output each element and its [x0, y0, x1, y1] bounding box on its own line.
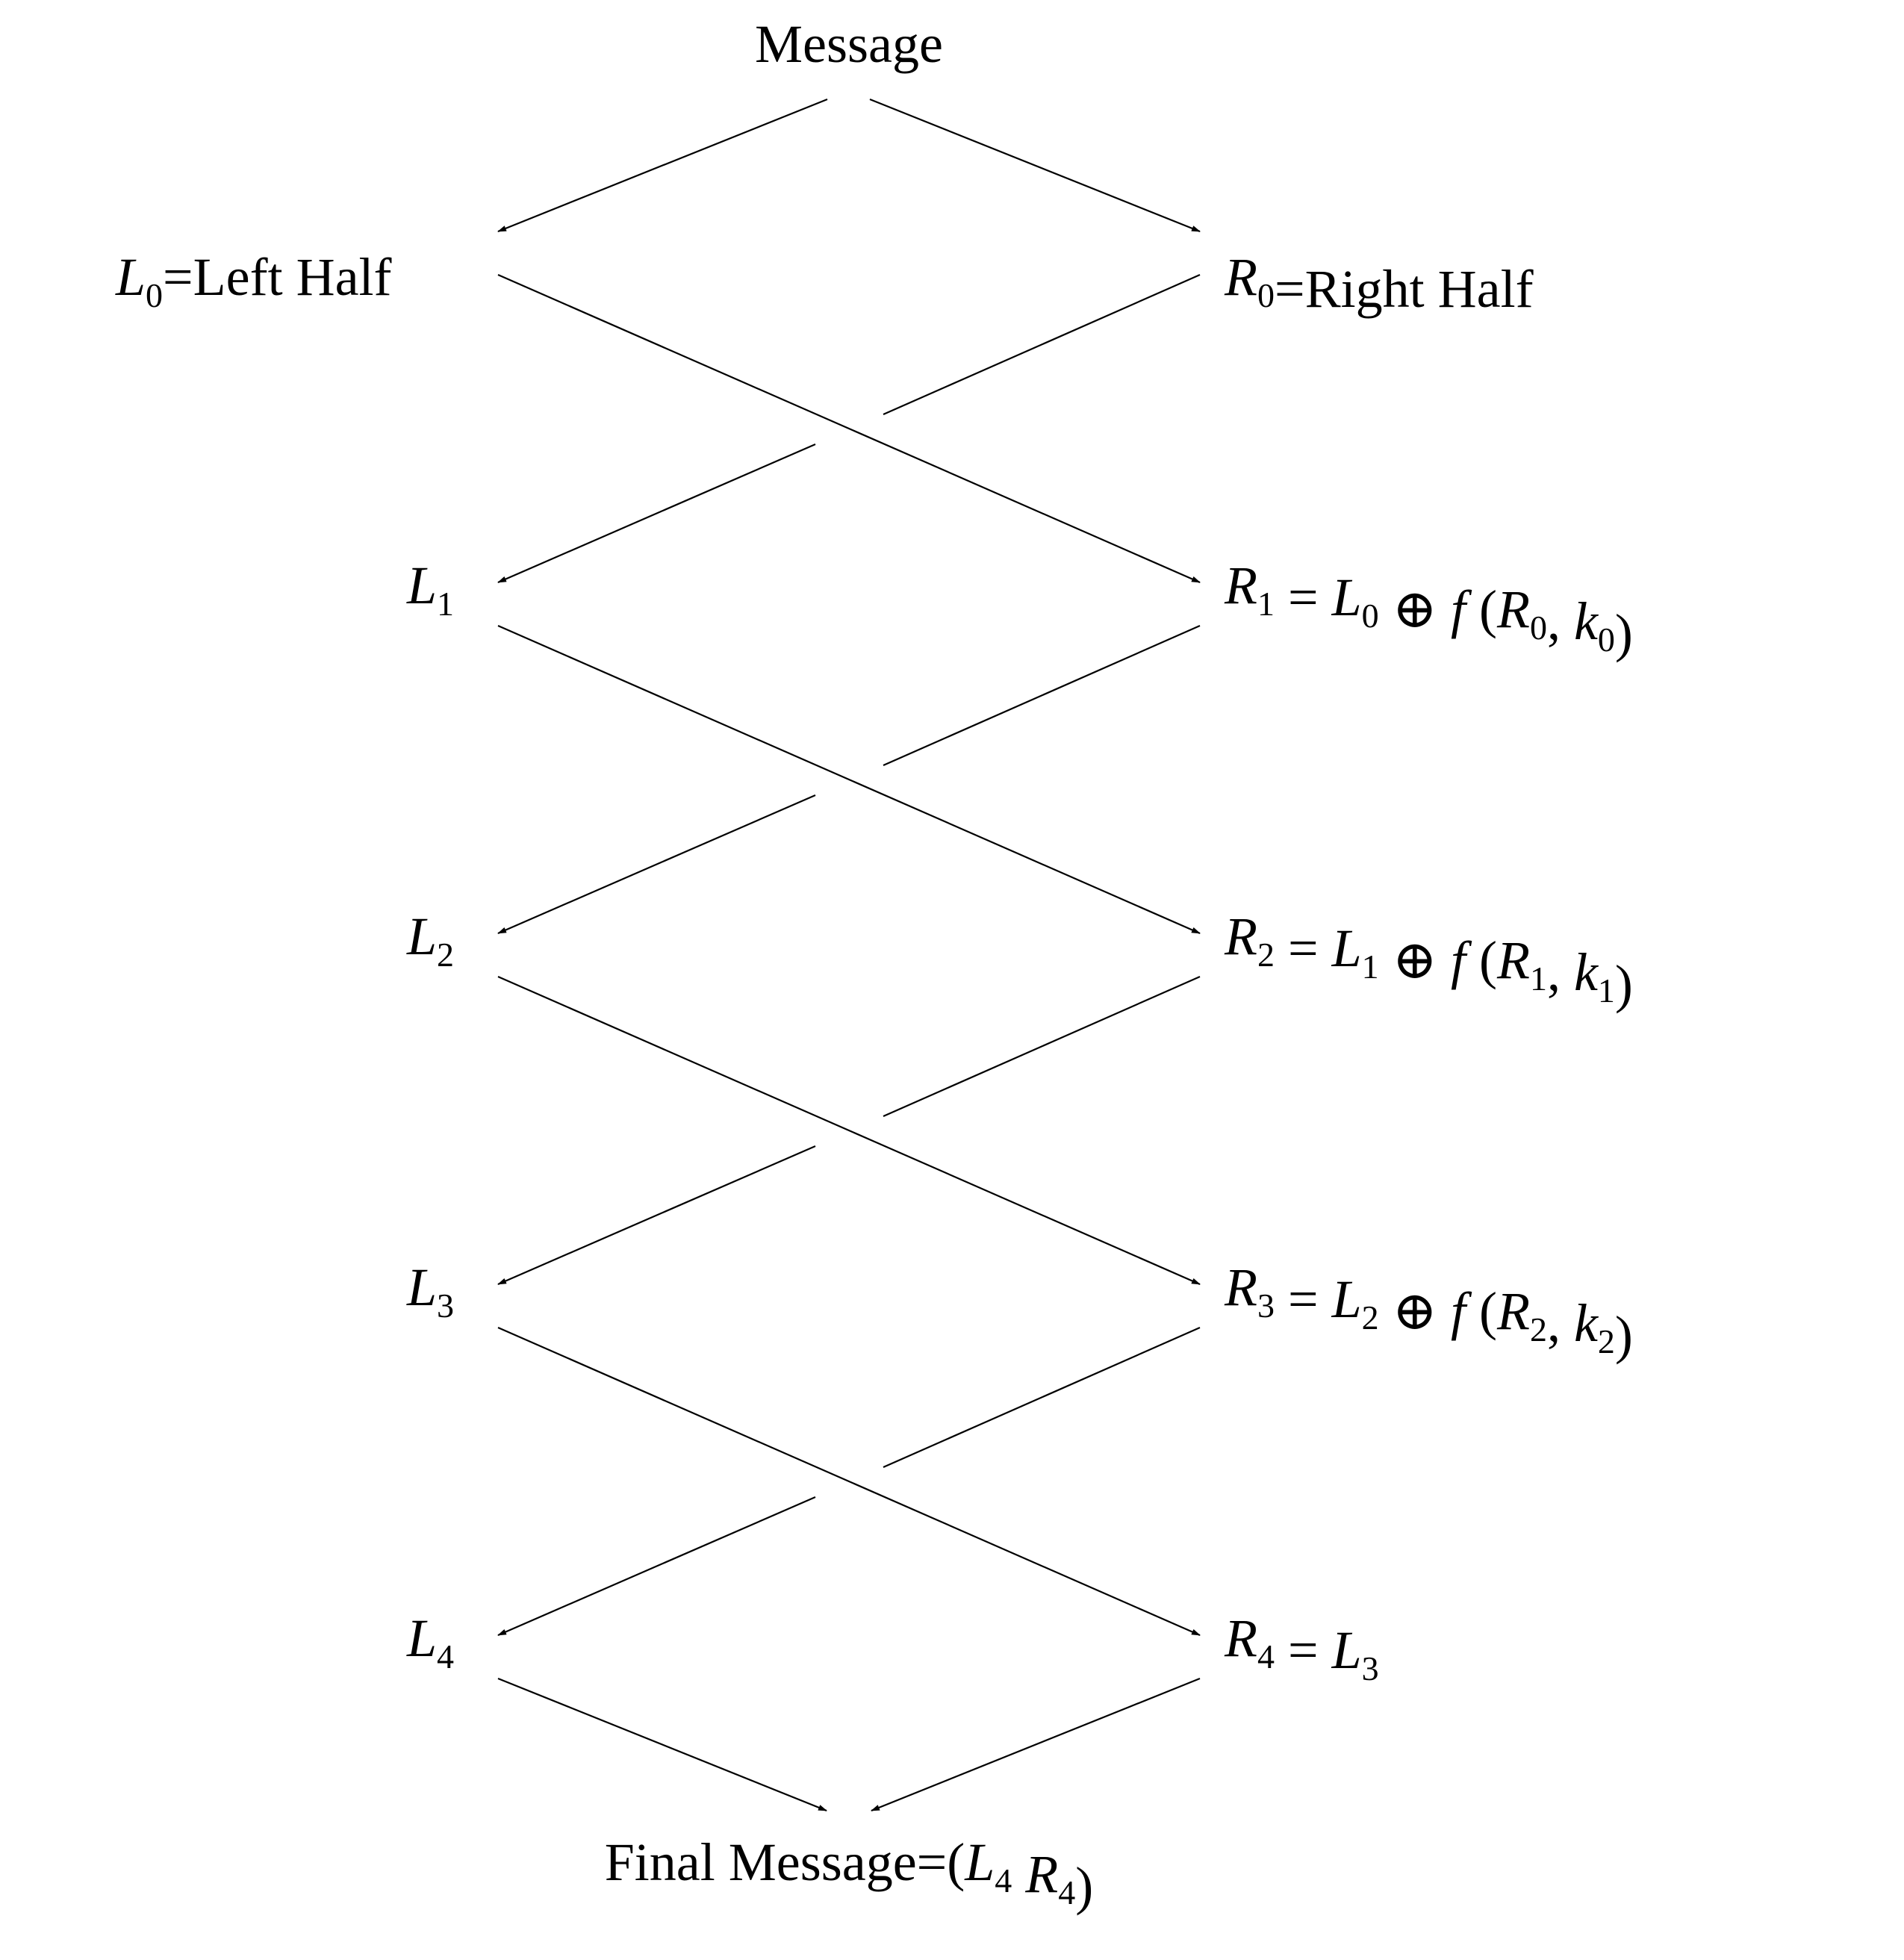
round-3-edges — [497, 975, 1201, 1286]
node-r4: R4 = L3 — [1224, 1608, 1379, 1687]
edge-message-to-l0 — [497, 98, 828, 233]
node-r3: R3 = L2 ⊕ f (R2, k2) — [1224, 1257, 1633, 1365]
edge-r0-to-l1-lower — [497, 443, 816, 584]
final-message: Final Message=(L4 R4) — [605, 1832, 1094, 1916]
edge-l0-to-r1 — [497, 273, 1201, 584]
edge-r2-to-l3-upper — [883, 975, 1201, 1118]
edge-l1-to-r2 — [497, 624, 1201, 935]
node-l0-sub: 0 — [146, 276, 163, 314]
round-4-edges — [497, 1326, 1201, 1637]
edge-r3-to-l4-lower — [497, 1496, 816, 1637]
edge-l4-to-final — [497, 1677, 827, 1812]
edge-r1-to-l2-upper — [883, 624, 1201, 767]
node-l2: L2 — [406, 906, 454, 974]
round-2-edges — [497, 624, 1201, 935]
edge-r3-to-l4-upper — [883, 1326, 1201, 1469]
node-r1: R1 = L0 ⊕ f (R0, k0) — [1224, 556, 1633, 663]
node-r0: R0=Right Half — [1224, 247, 1534, 319]
edge-r2-to-l3-lower — [497, 1145, 816, 1286]
edge-l3-to-r4 — [497, 1326, 1201, 1637]
node-l0: L0=Left Half — [115, 247, 392, 314]
node-l3: L3 — [406, 1257, 454, 1325]
round-1-edges — [497, 273, 1201, 584]
node-r2: R2 = L1 ⊕ f (R1, k1) — [1224, 906, 1633, 1014]
edge-message-to-r0 — [869, 98, 1201, 233]
node-l4: L4 — [406, 1608, 454, 1676]
edge-r1-to-l2-lower — [497, 794, 816, 935]
title-message: Message — [755, 14, 943, 74]
node-l1: L1 — [406, 556, 454, 623]
edge-l2-to-r3 — [497, 975, 1201, 1286]
edge-r0-to-l1-upper — [883, 273, 1201, 416]
node-l0-letter: L — [115, 247, 146, 307]
edge-r4-to-final — [871, 1677, 1201, 1812]
node-l0-text: =Left Half — [163, 247, 391, 307]
